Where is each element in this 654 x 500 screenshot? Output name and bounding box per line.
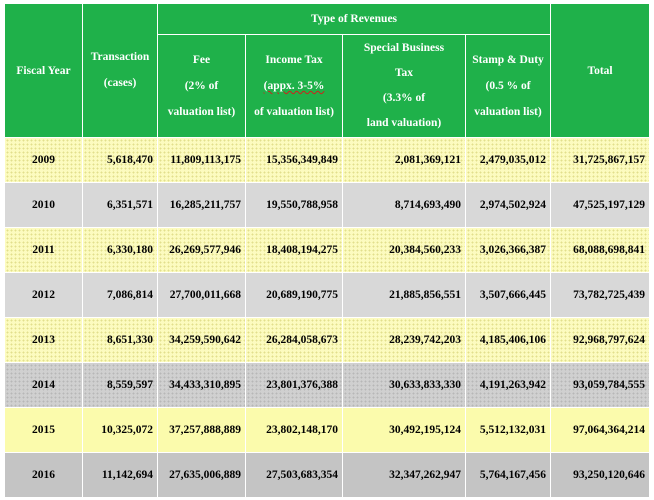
cell-income-tax: 18,408,194,275: [245, 227, 343, 273]
cell-fee: 16,285,211,757: [157, 182, 246, 228]
cell-transaction: 6,330,180: [82, 227, 158, 273]
header-stamp-duty: Stamp & Duty (0.5 % of valuation list): [464, 34, 552, 138]
cell-stamp-duty: 5,764,167,456: [464, 452, 552, 498]
cell-fee: 37,257,888,889: [157, 407, 246, 453]
cell-income-tax: 23,801,376,388: [245, 362, 343, 408]
revenue-table-container: Fiscal Year Transaction (cases) Type of …: [4, 3, 651, 498]
cell-total: 73,782,725,439: [550, 272, 651, 318]
header-sbt-line-3: (3.3% of: [382, 92, 426, 104]
cell-year: 2016: [4, 452, 83, 498]
cell-stamp-duty: 5,512,132,031: [464, 407, 552, 453]
table-row: 2013 8,651,330 34,259,590,642 26,284,058…: [4, 317, 651, 363]
cell-year: 2012: [4, 272, 83, 318]
header-fiscal-year: Fiscal Year: [4, 3, 83, 138]
cell-income-tax: 26,284,058,673: [245, 317, 343, 363]
cell-transaction: 5,618,470: [82, 137, 158, 183]
cell-income-tax: 23,802,148,170: [245, 407, 343, 453]
cell-special-business-tax: 20,384,560,233: [342, 227, 466, 273]
cell-stamp-duty: 3,507,666,445: [464, 272, 552, 318]
header-type-of-revenues: Type of Revenues: [156, 3, 552, 35]
cell-year: 2014: [4, 362, 83, 408]
cell-total: 68,088,698,841: [550, 227, 651, 273]
header-income-tax: Income Tax (appx. 3-5% of valuation list…: [245, 34, 343, 138]
cell-stamp-duty: 4,191,263,942: [464, 362, 552, 408]
cell-special-business-tax: 21,885,856,551: [342, 272, 466, 318]
cell-special-business-tax: 2,081,369,121: [342, 137, 466, 183]
cell-special-business-tax: 30,633,833,330: [342, 362, 466, 408]
header-income-tax-line-1: Income Tax: [265, 54, 323, 66]
cell-transaction: 8,559,597: [82, 362, 158, 408]
cell-total: 47,525,197,129: [550, 182, 651, 228]
header-sbt-line-1: Special Business: [363, 42, 445, 54]
table-row: 2009 5,618,470 11,809,113,175 15,356,349…: [4, 137, 651, 183]
cell-total: 93,250,120,646: [550, 452, 651, 498]
cell-stamp-duty: 2,479,035,012: [464, 137, 552, 183]
cell-special-business-tax: 28,239,742,203: [342, 317, 466, 363]
header-sbt-line-4: land valuation): [366, 117, 442, 129]
cell-fee: 27,700,011,668: [157, 272, 246, 318]
cell-transaction: 7,086,814: [82, 272, 158, 318]
header-transaction: Transaction (cases): [82, 3, 158, 138]
cell-special-business-tax: 8,714,693,490: [342, 182, 466, 228]
cell-income-tax: 20,689,190,775: [245, 272, 343, 318]
table-row: 2010 6,351,571 16,285,211,757 19,550,788…: [4, 182, 651, 228]
cell-stamp-duty: 4,185,406,106: [464, 317, 552, 363]
header-fee-line-3: valuation list): [167, 106, 236, 118]
cell-total: 93,059,784,555: [550, 362, 651, 408]
header-transaction-line-2: (cases): [103, 77, 137, 89]
header-transaction-line-1: Transaction: [90, 51, 150, 63]
cell-income-tax: 27,503,683,354: [245, 452, 343, 498]
table-row: 2014 8,559,597 34,433,310,895 23,801,376…: [4, 362, 651, 408]
header-income-tax-line-3: of valuation list): [254, 106, 334, 118]
table-row: 2016 11,142,694 27,635,006,889 27,503,68…: [4, 452, 651, 498]
header-fee: Fee (2% of valuation list): [157, 34, 246, 138]
cell-fee: 34,433,310,895: [157, 362, 246, 408]
cell-fee: 27,635,006,889: [157, 452, 246, 498]
header-stamp-line-2: (0.5 % of: [485, 80, 531, 92]
cell-special-business-tax: 30,492,195,124: [342, 407, 466, 453]
cell-special-business-tax: 32,347,262,947: [342, 452, 466, 498]
cell-total: 97,064,364,214: [550, 407, 651, 453]
cell-total: 31,725,867,157: [550, 137, 651, 183]
header-income-tax-line-2: (appx. 3-5%: [263, 80, 325, 92]
header-stamp-line-1: Stamp & Duty: [472, 54, 544, 66]
cell-fee: 11,809,113,175: [157, 137, 246, 183]
header-fee-line-2: (2% of: [184, 80, 219, 92]
table-row: 2011 6,330,180 26,269,577,946 18,408,194…: [4, 227, 651, 273]
cell-fee: 26,269,577,946: [157, 227, 246, 273]
header-special-business-tax: Special Business Tax (3.3% of land valua…: [342, 34, 466, 138]
cell-transaction: 11,142,694: [82, 452, 158, 498]
header-stamp-line-3: valuation list): [474, 106, 542, 118]
cell-year: 2009: [4, 137, 83, 183]
cell-income-tax: 15,356,349,849: [245, 137, 343, 183]
cell-transaction: 8,651,330: [82, 317, 158, 363]
cell-stamp-duty: 3,026,366,387: [464, 227, 552, 273]
cell-transaction: 6,351,571: [82, 182, 158, 228]
revenue-table: Fiscal Year Transaction (cases) Type of …: [4, 3, 651, 498]
cell-year: 2011: [4, 227, 83, 273]
cell-year: 2013: [4, 317, 83, 363]
table-row: 2015 10,325,072 37,257,888,889 23,802,14…: [4, 407, 651, 453]
cell-year: 2015: [4, 407, 83, 453]
cell-stamp-duty: 2,974,502,924: [464, 182, 552, 228]
cell-income-tax: 19,550,788,958: [245, 182, 343, 228]
cell-total: 92,968,797,624: [550, 317, 651, 363]
cell-year: 2010: [4, 182, 83, 228]
header-fee-line-1: Fee: [192, 54, 211, 66]
table-row: 2012 7,086,814 27,700,011,668 20,689,190…: [4, 272, 651, 318]
header-sbt-line-2: Tax: [394, 67, 414, 79]
cell-transaction: 10,325,072: [82, 407, 158, 453]
header-total: Total: [550, 3, 651, 138]
cell-fee: 34,259,590,642: [157, 317, 246, 363]
